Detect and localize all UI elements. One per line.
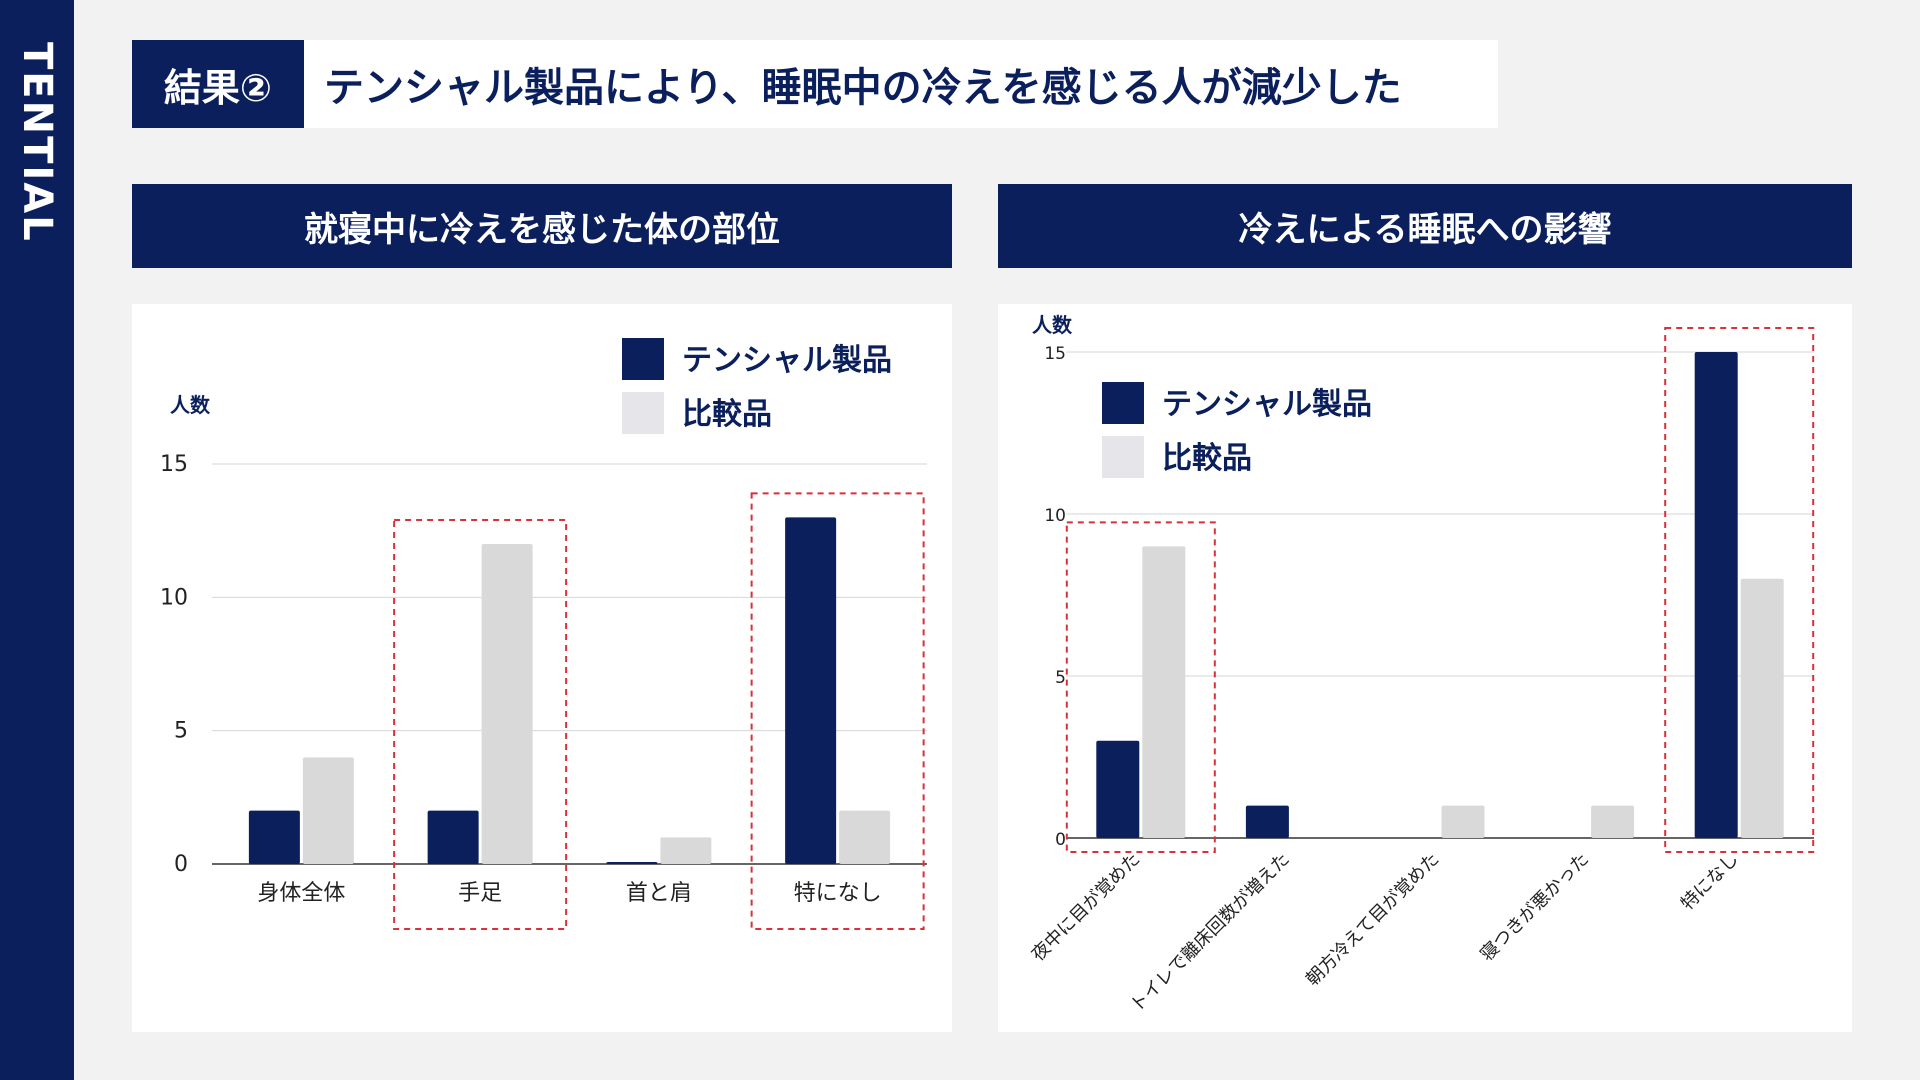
bar-comparison <box>1591 805 1635 838</box>
y-tick-label: 10 <box>1044 506 1066 526</box>
bar-comparison <box>1740 578 1784 838</box>
bar-comparison <box>660 837 712 864</box>
left-panel-title: 就寝中に冷えを感じた体の部位 <box>132 184 952 268</box>
bar-comparison <box>1441 805 1485 838</box>
y-tick-label: 5 <box>174 719 188 744</box>
legend-label: テンシャル製品 <box>1162 387 1372 422</box>
highlight-box <box>1664 327 1815 853</box>
left-chart-panel: 0 5 10 15 人数身体全体 手足 首と肩 特になし テンシャル製品 比較品 <box>132 304 952 1032</box>
y-tick-label: 0 <box>174 852 188 877</box>
x-tick-label: 特になし <box>794 881 882 906</box>
y-tick-label: 5 <box>1055 668 1066 688</box>
sidebar: TENTIAL <box>0 0 74 1080</box>
legend-label: 比較品 <box>1162 441 1252 476</box>
y-axis-label: 人数 <box>170 393 211 417</box>
right-chart-panel: 0 5 10 15 人数夜中に目が覚めた トイレで離床回数が増えた 朝方冷えて目が覚めた 寝つ… <box>998 304 1852 1032</box>
x-tick-label: 朝方冷えて目が覚めた <box>1302 849 1443 990</box>
highlight-box <box>393 519 568 930</box>
bar-comparison <box>1142 546 1186 838</box>
bar-tential <box>606 862 658 864</box>
bar-comparison <box>302 757 354 864</box>
x-tick-label: 特になし <box>1677 849 1743 915</box>
brand-logo: TENTIAL <box>14 42 60 243</box>
x-tick-label: トイレで離床回数が増えた <box>1126 849 1294 1017</box>
legend-label: テンシャル製品 <box>682 343 892 378</box>
bar-tential <box>1245 805 1289 838</box>
x-tick-label: 寝つきが悪かった <box>1476 849 1593 966</box>
highlight-box <box>1065 521 1216 853</box>
bar-tential <box>248 810 300 864</box>
bar-tential <box>785 517 837 864</box>
y-axis-label: 人数 <box>1032 313 1073 337</box>
x-tick-label: 手足 <box>458 881 502 906</box>
bar-tential <box>427 810 479 864</box>
x-tick-label: 夜中に目が覚めた <box>1028 849 1145 966</box>
x-tick-label: 身体全体 <box>257 881 345 906</box>
legend-swatch <box>622 392 664 434</box>
legend-swatch <box>1102 436 1144 478</box>
y-tick-label: 15 <box>160 452 188 477</box>
page-title: テンシャル製品により、睡眠中の冷えを感じる人が減少した <box>304 40 1498 128</box>
legend-swatch <box>1102 382 1144 424</box>
bar-comparison <box>839 810 891 864</box>
y-tick-label: 0 <box>1055 830 1066 850</box>
bar-comparison <box>481 544 533 864</box>
bar-tential <box>1694 352 1738 838</box>
y-tick-label: 10 <box>160 585 188 610</box>
right-panel-title: 冷えによる睡眠への影響 <box>998 184 1852 268</box>
highlight-box <box>750 492 925 930</box>
y-tick-label: 15 <box>1044 344 1066 364</box>
x-tick-label: 首と肩 <box>626 881 692 906</box>
legend-swatch <box>622 338 664 380</box>
result-tag: 結果② <box>132 40 304 128</box>
legend-label: 比較品 <box>682 397 772 432</box>
bar-tential <box>1096 740 1140 838</box>
